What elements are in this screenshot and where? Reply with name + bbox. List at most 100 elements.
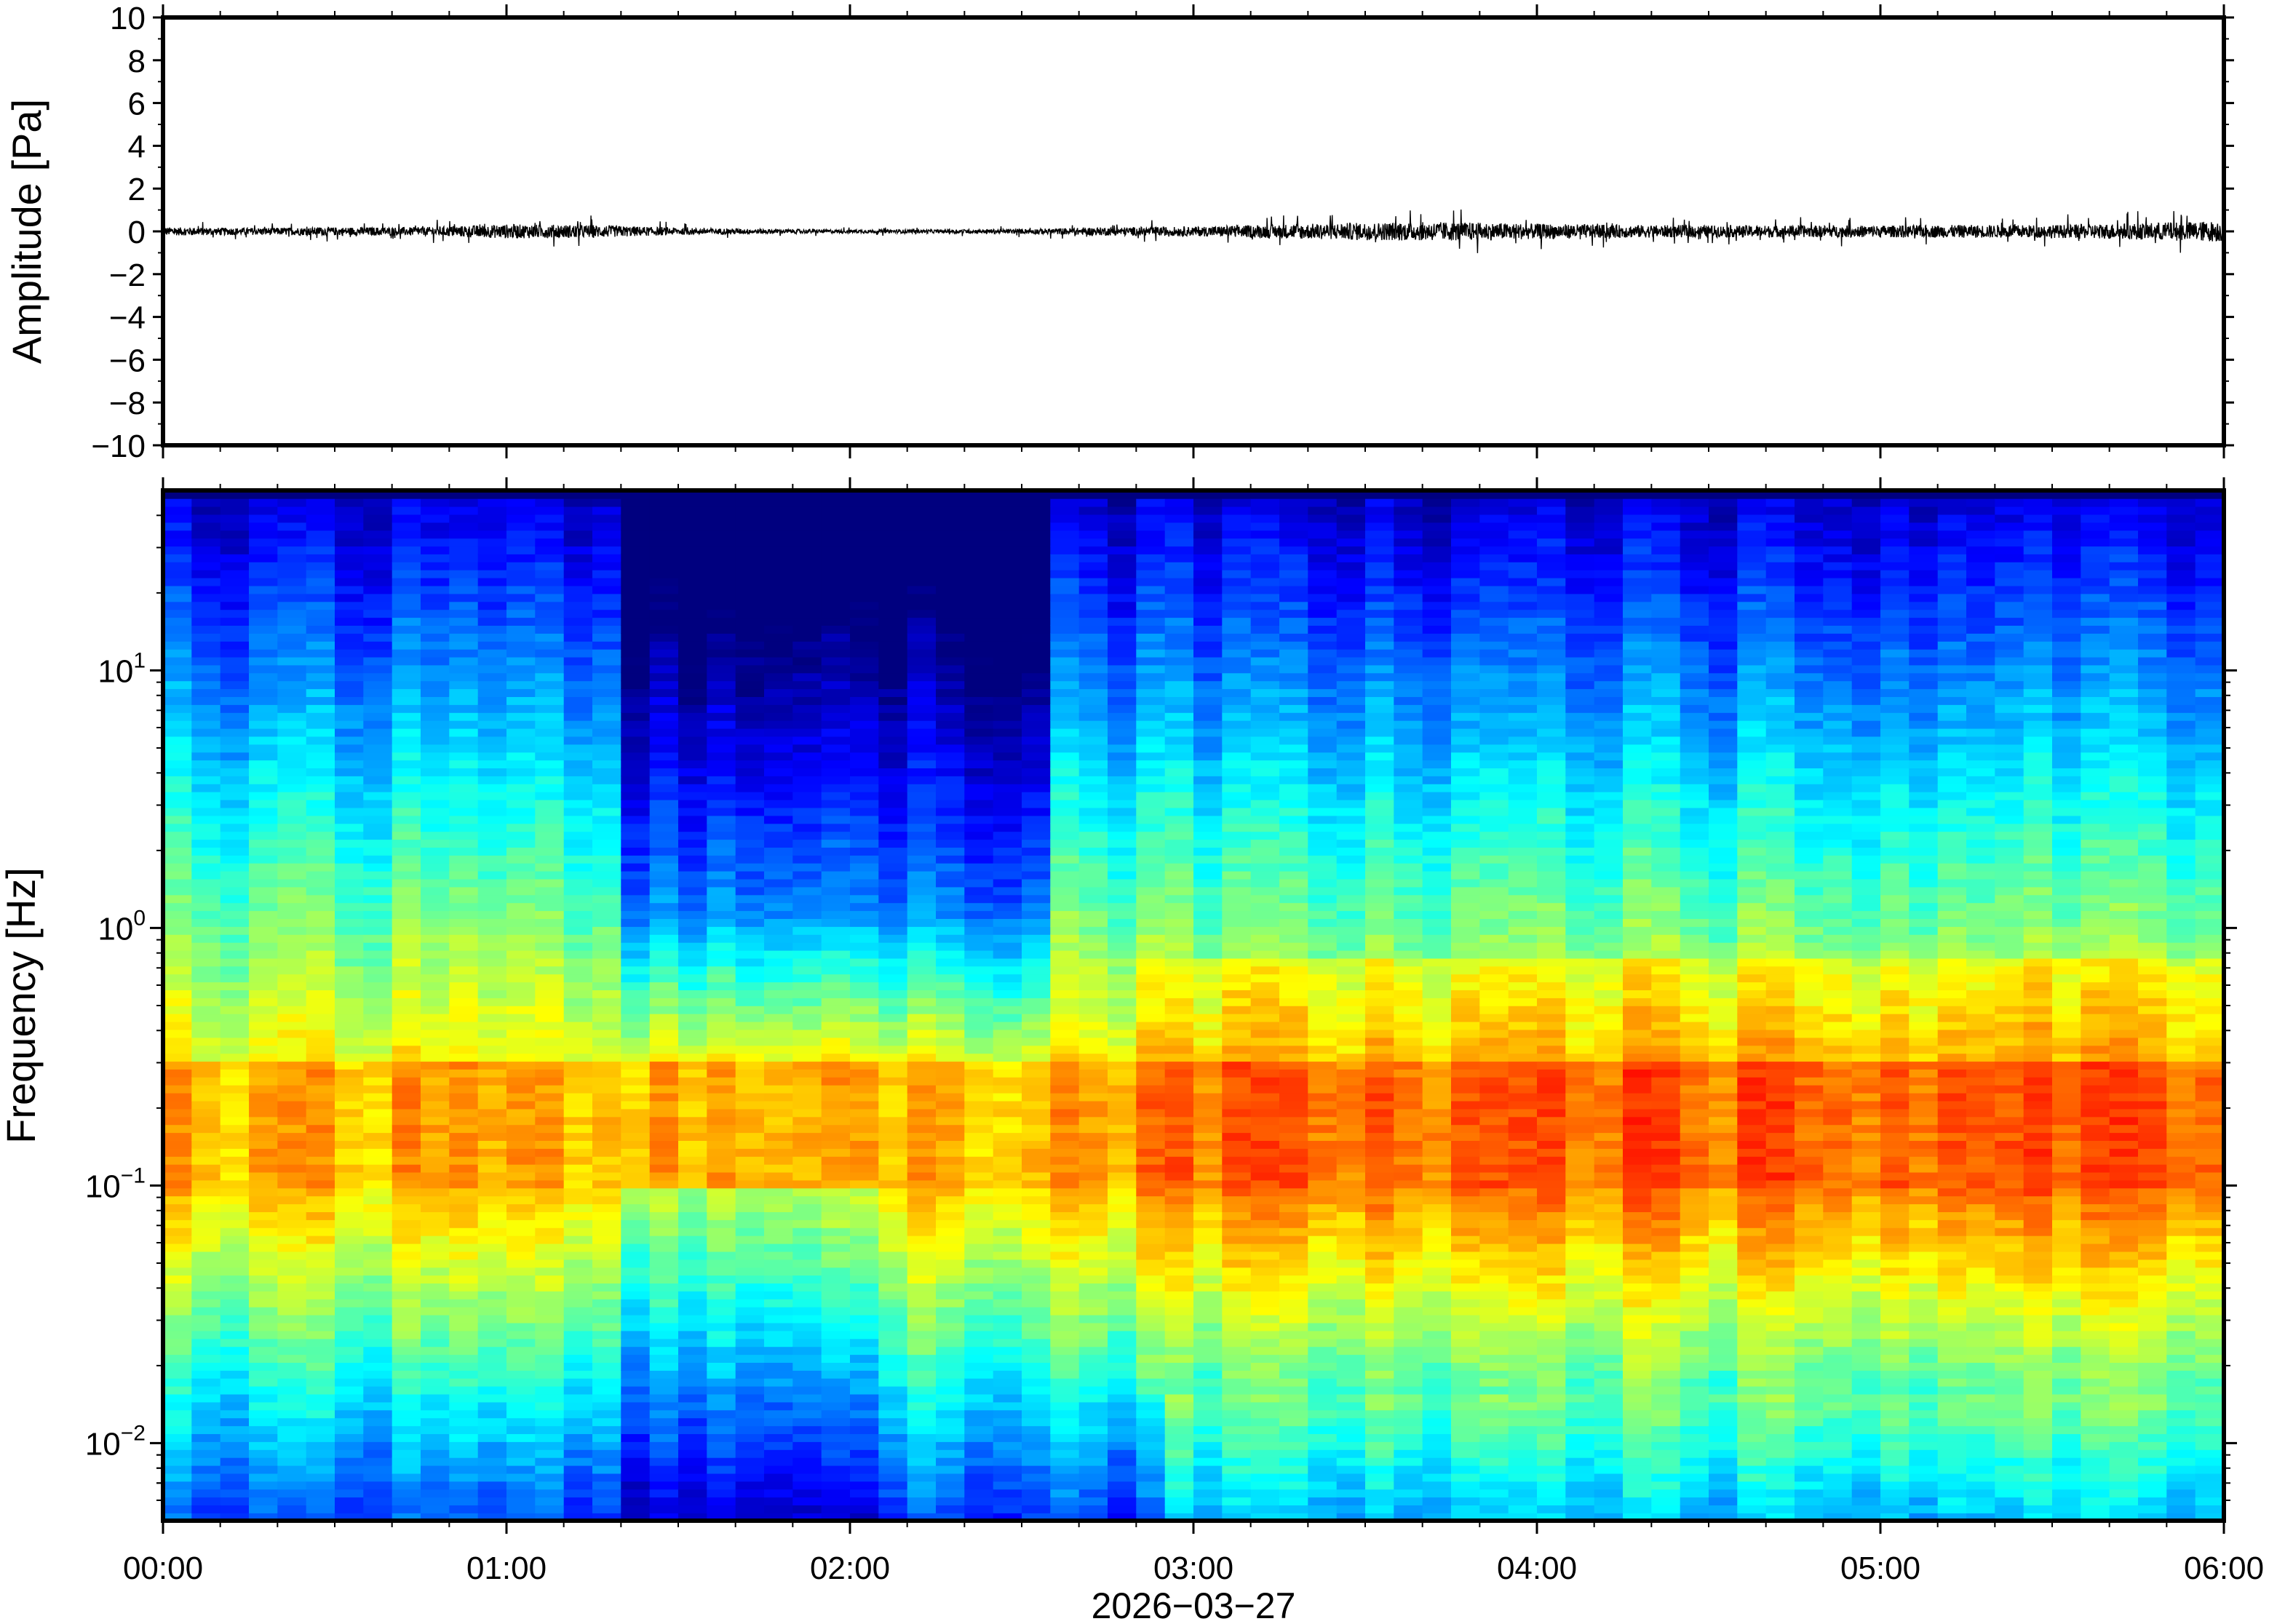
spectrogram-cell <box>563 776 593 784</box>
spectrogram-cell <box>993 672 1022 682</box>
spectrogram-cell <box>907 942 937 951</box>
spectrogram-cell <box>1078 1163 1108 1173</box>
spectrogram-cell <box>678 1433 708 1442</box>
spectrogram-cell <box>506 704 536 713</box>
spectrogram-cell <box>764 1377 794 1387</box>
spectrogram-cell <box>850 982 880 990</box>
spectrogram-cell <box>649 982 679 990</box>
spectrogram-cell <box>449 522 479 531</box>
spectrogram-cell <box>220 966 250 975</box>
spectrogram-cell <box>678 680 708 690</box>
spectrogram-cell <box>392 1409 421 1419</box>
spectrogram-cell <box>1022 1489 1052 1498</box>
spectrogram-cell <box>621 1013 651 1022</box>
spectrogram-cell <box>764 878 794 888</box>
spectrogram-cell <box>277 950 307 959</box>
spectrogram-cell <box>249 633 279 642</box>
spectrogram-cell <box>678 1401 708 1411</box>
spectrogram-cell <box>392 1283 421 1291</box>
spectrogram-cell <box>649 617 679 626</box>
spectrogram-cell <box>735 776 765 784</box>
spectrogram-cell <box>707 1409 736 1419</box>
spectrogram-cell <box>477 1251 507 1260</box>
spectrogram-cell <box>506 950 536 959</box>
spectrogram-cell <box>764 720 794 729</box>
spectrogram-cell <box>163 958 193 967</box>
spectrogram-cell <box>220 1346 250 1356</box>
spectrogram-cell <box>277 1084 307 1094</box>
spectrogram-cell <box>449 625 479 634</box>
spectrogram-cell <box>1136 1513 1166 1521</box>
spectrogram-cell <box>592 641 622 650</box>
spectrogram-cell <box>993 569 1022 578</box>
spectrogram-cell <box>964 1156 994 1165</box>
spectrogram-cell <box>1050 950 1080 959</box>
spectrogram-cell <box>535 878 565 888</box>
spectrogram-cell <box>592 1203 622 1212</box>
spectrogram-cell <box>1164 514 1194 523</box>
spectrogram-cell <box>592 1322 622 1332</box>
spectrogram-cell <box>363 926 393 935</box>
spectrogram-cell <box>421 744 450 753</box>
spectrogram-cell <box>1136 1092 1166 1102</box>
spectrogram-cell <box>792 720 822 729</box>
spectrogram-cell <box>678 1061 708 1070</box>
spectrogram-cell <box>964 918 994 927</box>
spectrogram-cell <box>1193 768 1223 776</box>
spectrogram-cell <box>907 688 937 697</box>
spectrogram-cell <box>191 546 221 554</box>
spectrogram-cell <box>821 633 851 642</box>
spectrogram-cell <box>535 1441 565 1450</box>
spectrogram-cell <box>1136 1108 1166 1118</box>
spectrogram-cell <box>563 1021 593 1030</box>
spectrogram-cell <box>907 1124 937 1134</box>
spectrogram-cell <box>678 1163 708 1173</box>
spectrogram-cell <box>993 1259 1022 1268</box>
spectrogram-cell <box>163 688 193 697</box>
spectrogram-cell <box>392 1069 421 1078</box>
spectrogram-cell <box>792 974 822 983</box>
spectrogram-cell <box>792 498 822 507</box>
spectrogram-cell <box>1050 585 1080 594</box>
spectrogram-cell <box>191 1100 221 1110</box>
spectrogram-cell <box>1193 648 1223 658</box>
spectrogram-cell <box>563 760 593 768</box>
spectrogram-cell <box>936 1053 966 1062</box>
spectrogram-cell <box>506 1227 536 1236</box>
spectrogram-cell <box>936 1433 966 1442</box>
spectrogram-cell <box>907 839 937 848</box>
spectrogram-cell <box>363 1013 393 1022</box>
spectrogram-cell <box>277 862 307 872</box>
spectrogram-cell <box>449 1108 479 1118</box>
spectrogram-cell <box>821 1084 851 1094</box>
spectrogram-cell <box>363 855 393 864</box>
spectrogram-cell <box>735 878 765 888</box>
spectrogram-cell <box>764 736 794 745</box>
spectrogram-cell <box>392 1092 421 1102</box>
spectrogram-cell <box>449 1362 479 1371</box>
spectrogram-cell <box>506 894 536 904</box>
spectrogram-cell <box>277 847 307 856</box>
spectrogram-cell <box>335 815 365 824</box>
spectrogram-cell <box>1136 1346 1166 1356</box>
spectrogram-cell <box>678 506 708 515</box>
spectrogram-cell <box>1164 688 1194 697</box>
spectrogram-cell <box>392 1235 421 1244</box>
spectrogram-cell <box>335 855 365 864</box>
spectrogram-cell <box>249 910 279 919</box>
spectrogram-cell <box>392 1045 421 1054</box>
spectrogram-cell <box>449 506 479 515</box>
spectrogram-cell <box>535 680 565 690</box>
spectrogram-cell <box>421 490 450 499</box>
spectrogram-cell <box>792 902 822 912</box>
spectrogram-cell <box>277 609 307 618</box>
spectrogram-cell <box>821 839 851 848</box>
spectrogram-cell <box>449 577 479 586</box>
spectrogram-cell <box>249 1489 279 1498</box>
spectrogram-cell <box>421 1283 450 1291</box>
spectrogram-cell <box>1050 942 1080 951</box>
spectrogram-cell <box>1164 1132 1194 1141</box>
spectrogram-cell <box>1108 625 1137 634</box>
spectrogram-cell <box>1136 910 1166 919</box>
spectrogram-cell <box>649 1203 679 1212</box>
